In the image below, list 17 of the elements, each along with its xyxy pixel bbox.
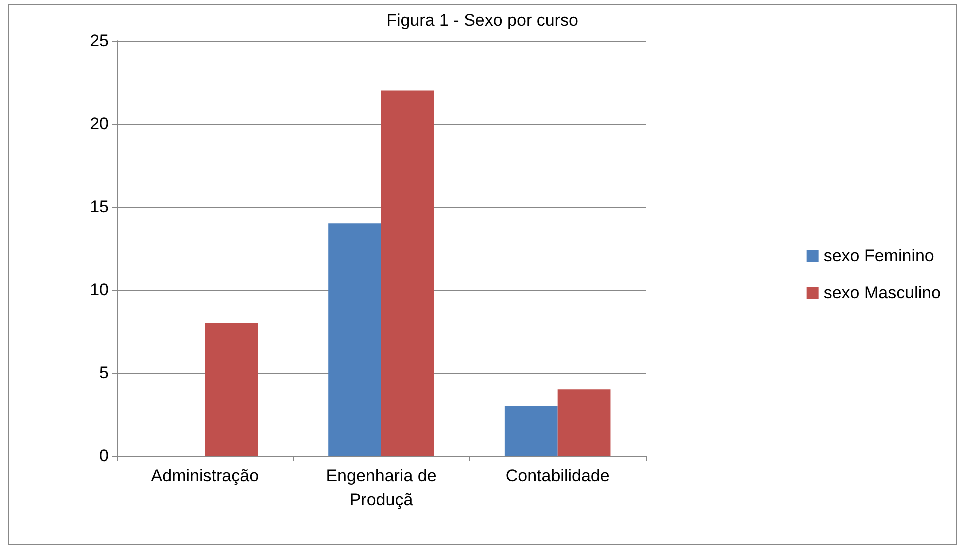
y-tick-label: 0 [100, 446, 109, 466]
x-tick-label: Engenharia de Produçã [326, 466, 437, 510]
bar [205, 323, 258, 456]
bar [328, 224, 382, 456]
legend-label: sexo Masculino [824, 284, 942, 302]
bar [382, 90, 434, 456]
legend-label: sexo Feminino [824, 246, 934, 266]
x-tick-label: Contabilidade [506, 466, 610, 486]
bar [504, 406, 558, 456]
y-tick-label: 20 [90, 114, 109, 134]
bar [558, 390, 611, 456]
y-tick-label: 15 [90, 198, 109, 216]
y-tick-label: 5 [100, 364, 109, 382]
x-tick-label: Administração [151, 466, 260, 486]
y-tick-label: 10 [90, 280, 109, 300]
y-tick-label: 25 [90, 32, 109, 50]
chart-title: Figura 1 - Sexo por curso [386, 11, 578, 30]
